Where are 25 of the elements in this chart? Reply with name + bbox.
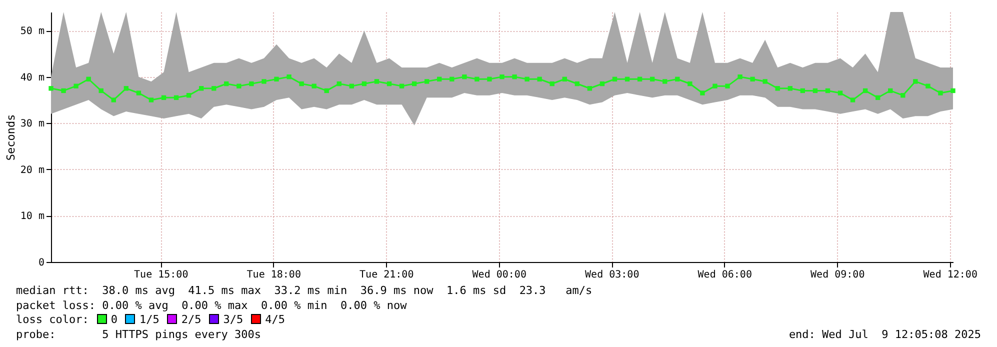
legend-label: 3/5 (223, 313, 244, 326)
x-tick-label: Wed 03:00 (585, 270, 640, 280)
legend-label: 4/5 (265, 313, 285, 326)
y-axis-title: Seconds (4, 114, 18, 161)
x-tick-label: Wed 12:00 (923, 270, 978, 280)
text: probe: 5 HTTPS pings every 300s (16, 328, 262, 342)
legend-label: 1/5 (139, 313, 160, 326)
legend-label: 0 (110, 313, 118, 326)
y-tick-label: 40 m (20, 72, 44, 84)
x-tick-label: Tue 18:00 (246, 270, 301, 280)
x-tick-label: Wed 06:00 (698, 270, 752, 280)
x-tick-label: Wed 09:00 (810, 270, 865, 280)
legend-title: loss color: (16, 313, 89, 326)
y-tick-label: 30 m (20, 118, 44, 130)
text: packet loss: 0.00 % avg 0.00 % max 0.00 % min 0.00 % now (16, 298, 408, 313)
x-tick-label: Wed 00:00 (472, 270, 526, 280)
y-tick-label: 50 m (20, 26, 44, 38)
x-tick-label: Tue 21:00 (360, 270, 414, 280)
y-tick-label: 0 (38, 258, 44, 268)
y-tick-label: 10 m (20, 211, 44, 222)
text: median rtt: 38.0 ms avg 41.5 ms max 33.2 ms min 36.9 ms now 1.6 ms sd 23.3 am/s (16, 284, 594, 298)
legend-label: 2/5 (181, 313, 202, 326)
x-tick-label: Tue 15:00 (134, 270, 188, 280)
text: end: Wed Jul 9 12:05:08 2025 (788, 328, 981, 342)
y-tick-label: 20 m (20, 164, 44, 176)
